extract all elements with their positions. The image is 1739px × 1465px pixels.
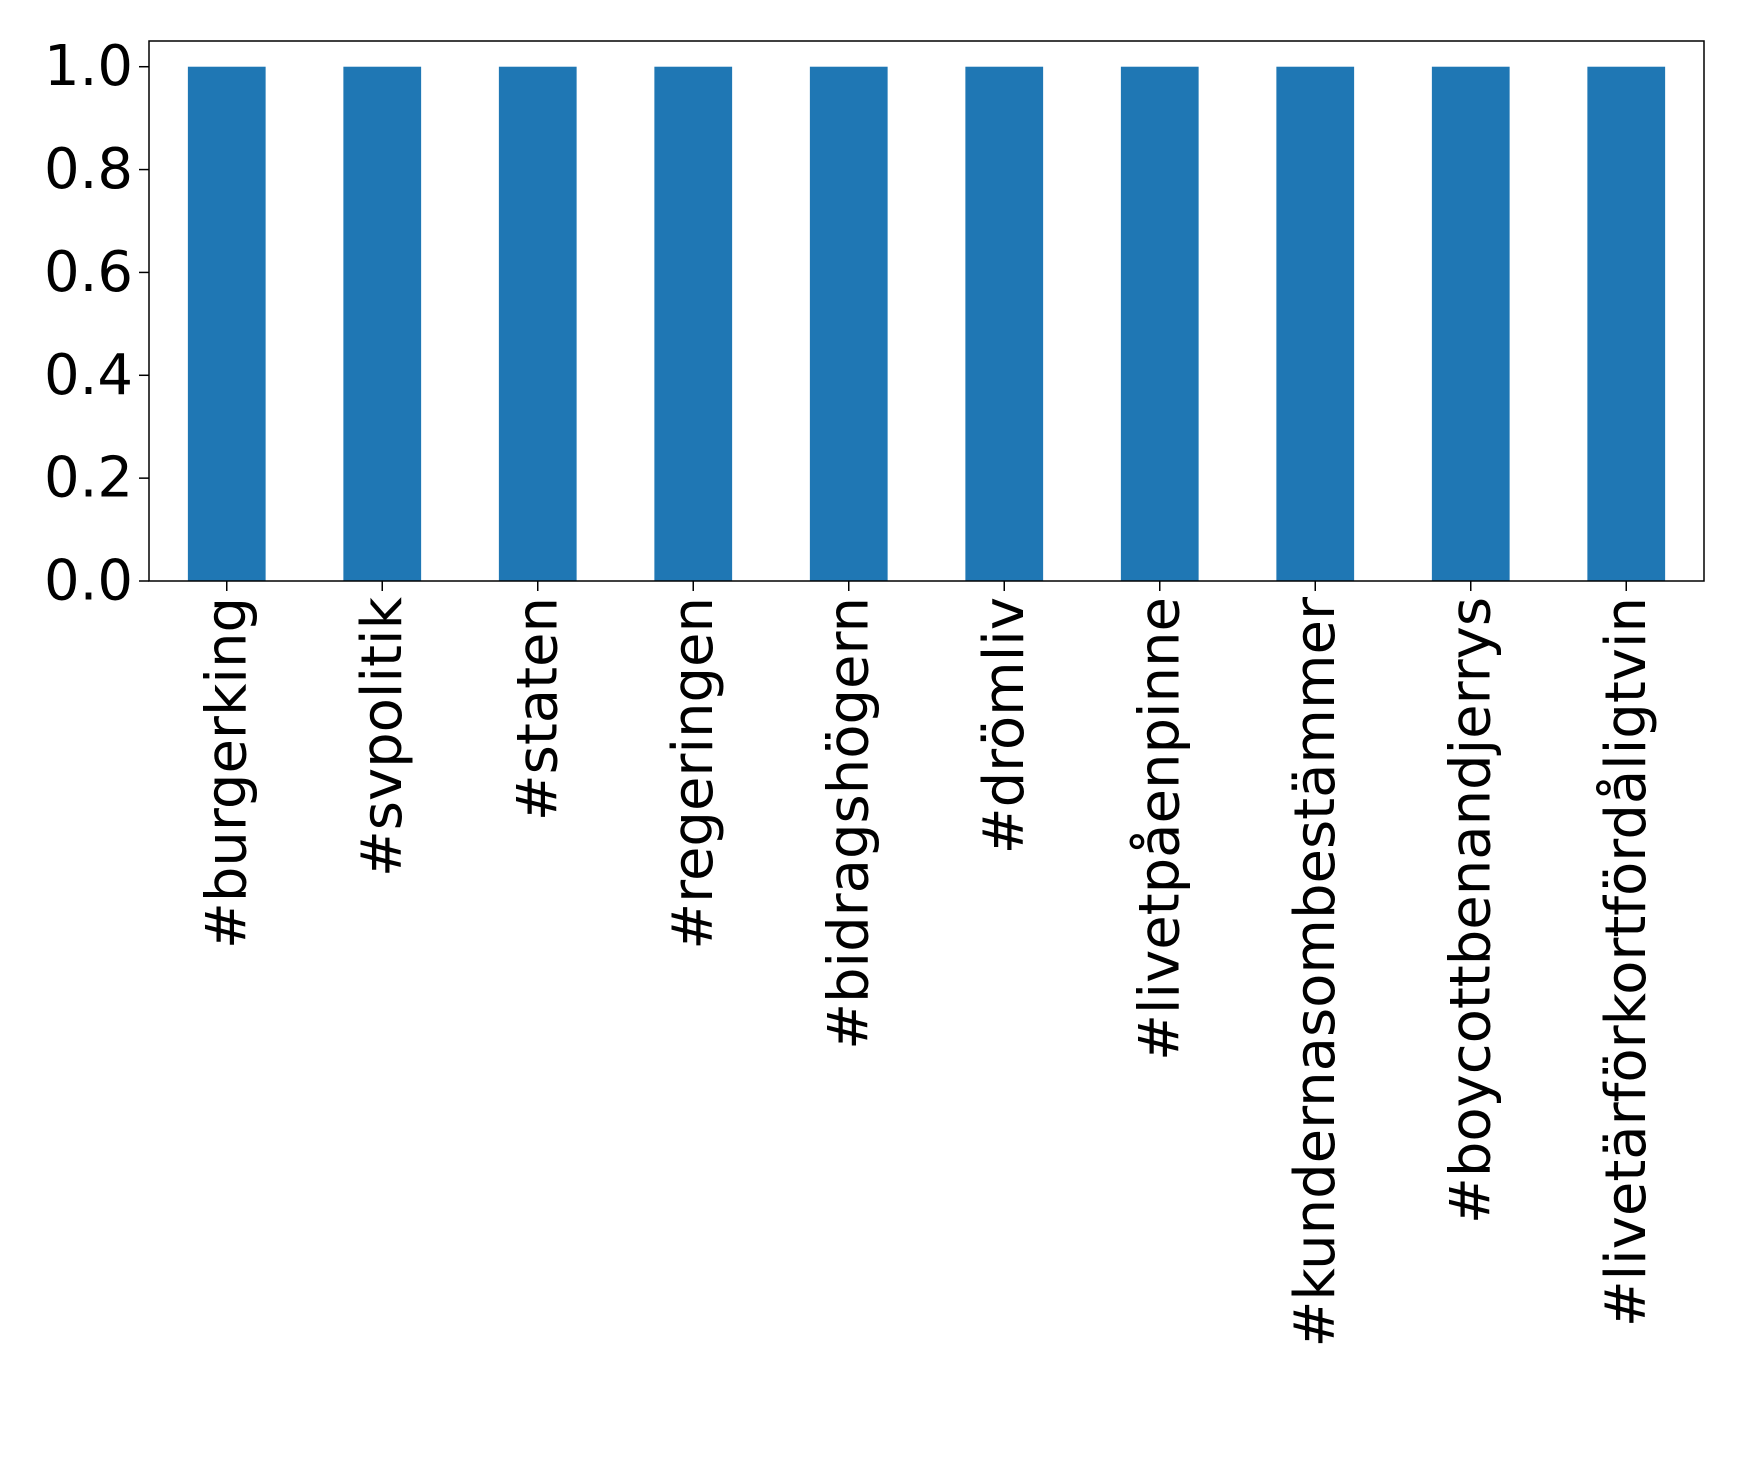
bar (343, 66, 422, 581)
bar (187, 66, 266, 581)
x-tick-label: #staten (505, 597, 570, 821)
y-tick-label: 0.8 (44, 137, 133, 202)
y-tick-label: 0.4 (44, 343, 133, 408)
plot-frame (148, 40, 1705, 582)
bar (1431, 66, 1510, 581)
x-tick-label: #livetärförkortfördåligtvin (1594, 597, 1659, 1327)
bar (1276, 66, 1355, 581)
y-tick-label: 0.0 (44, 549, 133, 614)
x-tick-label: #drömliv (972, 597, 1037, 854)
bar (654, 66, 733, 581)
y-tick-label: 0.2 (44, 446, 133, 511)
bar (1587, 66, 1666, 581)
bar (965, 66, 1044, 581)
x-axis: #burgerking #svpolitik #staten #regeringen #… (194, 581, 1659, 1347)
x-tick-label: #burgerking (194, 597, 259, 949)
x-tick-label: #livetpåenpinne (1127, 597, 1192, 1061)
x-tick-label: #kundernasombestämmer (1283, 596, 1348, 1347)
bar (809, 66, 888, 581)
y-axis: 0.0 0.2 0.4 0.6 0.8 1.0 (44, 34, 149, 614)
y-tick-label: 0.6 (44, 240, 133, 305)
x-tick-label: #svpolitik (350, 596, 415, 877)
bar (1120, 66, 1199, 581)
bars-group (187, 66, 1666, 581)
y-tick-label: 1.0 (44, 34, 133, 99)
x-tick-label: #regeringen (661, 597, 726, 950)
bar (498, 66, 577, 581)
x-tick-label: #bidragshögern (816, 597, 881, 1050)
x-tick-label: #boycottbenandjerrys (1438, 597, 1503, 1224)
